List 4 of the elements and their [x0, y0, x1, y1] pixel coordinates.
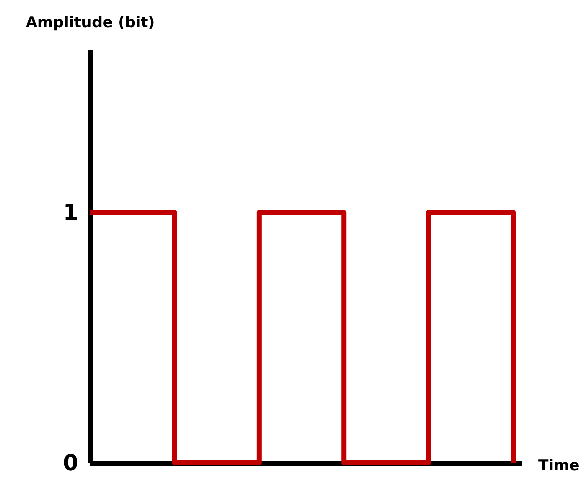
y-tick-label: 0: [63, 452, 78, 476]
x-axis-title: Time: [538, 456, 580, 474]
y-tick-label: 1: [63, 201, 78, 226]
y-axis-title: Amplitude (bit): [26, 14, 156, 32]
